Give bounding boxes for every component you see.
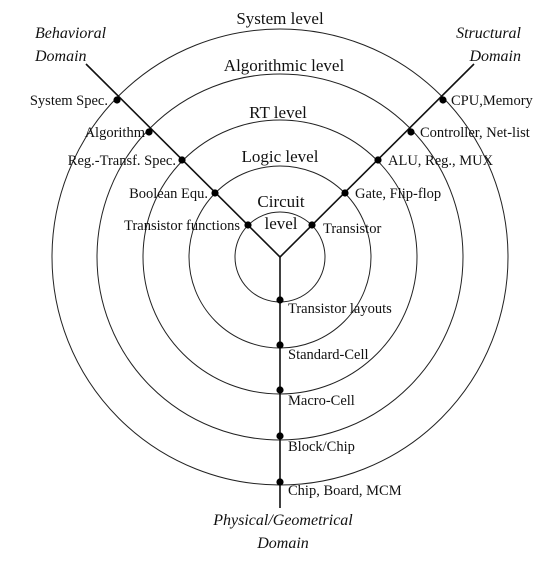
- dot-behavioral-system: [113, 96, 121, 104]
- behavioral-item-rt: Reg.-Transf. Spec.: [68, 153, 176, 169]
- dot-physical-algorithmic: [276, 432, 284, 440]
- level-label-logic: Logic level: [242, 147, 319, 166]
- dot-physical-circuit: [276, 296, 284, 304]
- structural-item-logic: Gate, Flip-flop: [355, 186, 441, 202]
- physical-item-rt: Macro-Cell: [288, 393, 355, 409]
- physical-domain-label-line1: Physical/Geometrical: [212, 512, 353, 529]
- dot-structural-algorithmic: [407, 128, 415, 136]
- structural-item-circuit: Transistor: [323, 221, 381, 237]
- behavioral-item-logic: Boolean Equ.: [129, 186, 208, 202]
- behavioral-item-algorithmic: Algorithm: [85, 125, 146, 141]
- dot-behavioral-algorithmic: [145, 128, 153, 136]
- physical-item-logic: Standard-Cell: [288, 347, 369, 363]
- intersection-dots: [113, 96, 447, 486]
- structural-item-system: CPU,Memory: [451, 93, 534, 109]
- structural-items: CPU,Memory Controller, Net-list ALU, Reg…: [323, 93, 534, 237]
- level-label-rt: RT level: [249, 103, 307, 122]
- dot-structural-circuit: [308, 221, 316, 229]
- behavioral-domain-label-line2: Domain: [34, 48, 87, 65]
- dot-behavioral-circuit: [244, 221, 252, 229]
- dot-behavioral-logic: [211, 189, 219, 197]
- level-labels: System level Algorithmic level RT level …: [224, 9, 345, 233]
- dot-physical-rt: [276, 386, 284, 394]
- dot-structural-rt: [374, 156, 382, 164]
- behavioral-item-system: System Spec.: [30, 93, 108, 109]
- level-label-system: System level: [236, 9, 324, 28]
- physical-item-system: Chip, Board, MCM: [288, 483, 402, 499]
- structural-item-rt: ALU, Reg., MUX: [388, 153, 494, 169]
- physical-domain-label-line2: Domain: [256, 535, 309, 552]
- behavioral-domain-label-line1: Behavioral: [35, 25, 107, 42]
- domain-labels: Behavioral Domain Structural Domain Phys…: [34, 25, 522, 552]
- structural-domain-label-line2: Domain: [468, 48, 521, 65]
- dot-physical-logic: [276, 341, 284, 349]
- behavioral-item-circuit: Transistor functions: [124, 218, 240, 234]
- level-label-circuit-line1: Circuit: [257, 192, 304, 211]
- dot-structural-system: [439, 96, 447, 104]
- level-label-circuit-line2: level: [264, 214, 297, 233]
- structural-item-algorithmic: Controller, Net-list: [420, 125, 530, 141]
- level-label-algorithmic: Algorithmic level: [224, 56, 345, 75]
- behavioral-items: System Spec. Algorithm Reg.-Transf. Spec…: [30, 93, 240, 234]
- physical-item-algorithmic: Block/Chip: [288, 439, 355, 455]
- physical-item-circuit: Transistor layouts: [288, 301, 392, 317]
- dot-structural-logic: [341, 189, 349, 197]
- dot-physical-system: [276, 478, 284, 486]
- physical-items: Transistor layouts Standard-Cell Macro-C…: [288, 301, 402, 499]
- dot-behavioral-rt: [178, 156, 186, 164]
- structural-domain-label-line1: Structural: [456, 25, 521, 42]
